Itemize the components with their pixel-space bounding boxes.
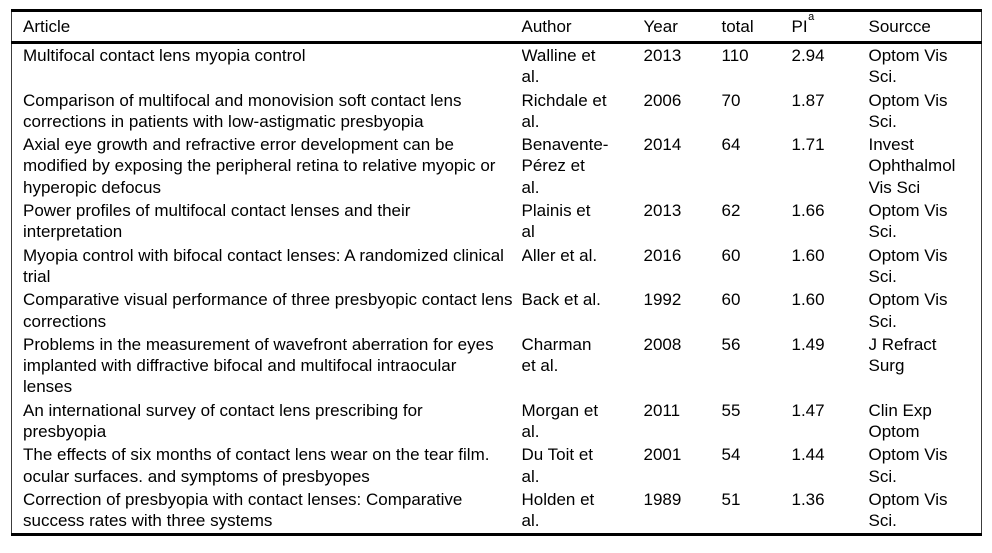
col-header-year: Year	[643, 10, 722, 44]
cell-author: Richdale et al.	[521, 90, 607, 131]
cell-author: Walline et al.	[521, 46, 596, 87]
cell-source: Optom Vis Sci.	[868, 201, 948, 242]
col-header-source: Sourcce	[868, 10, 982, 44]
cell-source: Optom Vis Sci.	[868, 245, 948, 286]
cell-year: 2016	[643, 245, 682, 265]
table-row: Problems in the measurement of wavefront…	[12, 333, 982, 399]
col-header-pi: PIa	[791, 10, 869, 44]
col-header-article: Article	[11, 10, 522, 44]
cell-source: Optom Vis Sci.	[868, 489, 948, 531]
cell-total: 62	[721, 201, 741, 221]
cell-pi: 1.87	[791, 90, 825, 110]
table-row: An international survey of contact lens …	[12, 399, 982, 444]
cell-year: 1989	[643, 489, 682, 509]
cell-year: 2008	[643, 334, 682, 354]
cell-article: Myopia control with bifocal contact lens…	[23, 245, 504, 286]
cell-article: Correction of presbyopia with contact le…	[23, 489, 463, 531]
cell-source: Invest Ophthalmol Vis Sci	[868, 135, 956, 197]
cell-year: 1992	[643, 290, 682, 310]
cell-pi: 1.60	[791, 245, 825, 265]
cell-pi: 1.66	[791, 201, 825, 221]
cell-author: Morgan et al.	[521, 400, 599, 442]
cell-author: Du Toit et al.	[521, 445, 594, 486]
cell-pi: 1.60	[791, 290, 825, 310]
articles-table: Article Author Year total PIa Sourcce Mu…	[11, 9, 982, 536]
cell-total: 60	[721, 290, 741, 310]
cell-year: 2011	[643, 400, 681, 420]
cell-pi: 1.49	[791, 334, 825, 354]
cell-source: Optom Vis Sci.	[868, 290, 948, 331]
cell-article: The effects of six months of contact len…	[23, 445, 490, 486]
pi-footnote-superscript: a	[808, 10, 815, 23]
table-row: Comparative visual performance of three …	[12, 288, 982, 333]
cell-pi: 2.94	[791, 46, 825, 65]
cell-author: Aller et al.	[521, 245, 598, 265]
table-row: Myopia control with bifocal contact lens…	[12, 244, 982, 289]
cell-source: Optom Vis Sci.	[868, 90, 948, 131]
cell-article: Axial eye growth and refractive error de…	[23, 135, 496, 197]
cell-article: Power profiles of multifocal contact len…	[23, 201, 411, 242]
cell-total: 54	[721, 445, 741, 465]
cell-year: 2006	[643, 90, 682, 110]
cell-total: 64	[721, 135, 741, 155]
cell-author: Plainis et al	[521, 201, 591, 242]
table-row: Comparison of multifocal and monovision …	[12, 89, 982, 134]
header-row: Article Author Year total PIa Sourcce	[11, 10, 982, 44]
cell-article: Problems in the measurement of wavefront…	[23, 334, 494, 397]
cell-author: Benavente- Pérez et al.	[521, 135, 609, 197]
col-header-author: Author	[521, 10, 644, 44]
table-row: Power profiles of multifocal contact len…	[12, 199, 982, 244]
cell-author: Charman et al.	[521, 334, 592, 376]
cell-total: 56	[721, 334, 741, 354]
cell-article: Comparison of multifocal and monovision …	[23, 90, 462, 131]
cell-year: 2013	[643, 201, 682, 221]
cell-source: Optom Vis Sci.	[868, 46, 948, 87]
cell-total: 110	[721, 46, 749, 65]
cell-year: 2001	[643, 445, 682, 465]
cell-pi: 1.36	[791, 489, 825, 509]
table-row: Correction of presbyopia with contact le…	[12, 488, 982, 534]
cell-author: Back et al.	[521, 290, 601, 310]
pi-label: PI	[791, 16, 808, 36]
cell-year: 2014	[643, 135, 682, 155]
cell-year: 2013	[643, 46, 682, 65]
table-row: The effects of six months of contact len…	[12, 443, 982, 488]
table-row: Axial eye growth and refractive error de…	[12, 133, 982, 199]
cell-article: An international survey of contact lens …	[23, 400, 423, 442]
cell-total: 60	[721, 245, 741, 265]
cell-pi: 1.44	[791, 445, 825, 465]
col-header-total: total	[721, 10, 792, 44]
cell-total: 55	[721, 400, 741, 420]
cell-pi: 1.47	[791, 400, 825, 420]
cell-source: Clin Exp Optom	[868, 400, 932, 442]
cell-pi: 1.71	[791, 135, 825, 155]
cell-total: 70	[721, 90, 741, 110]
cell-article: Comparative visual performance of three …	[23, 290, 513, 331]
cell-author: Holden et al.	[521, 489, 595, 531]
cell-article: Multifocal contact lens myopia control	[23, 46, 306, 65]
table-body: Multifocal contact lens myopia control W…	[12, 43, 982, 535]
cell-source: Optom Vis Sci.	[868, 445, 948, 486]
cell-source: J Refract Surg	[868, 334, 937, 376]
cell-total: 51	[721, 489, 741, 509]
table-row: Multifocal contact lens myopia control W…	[12, 43, 982, 89]
